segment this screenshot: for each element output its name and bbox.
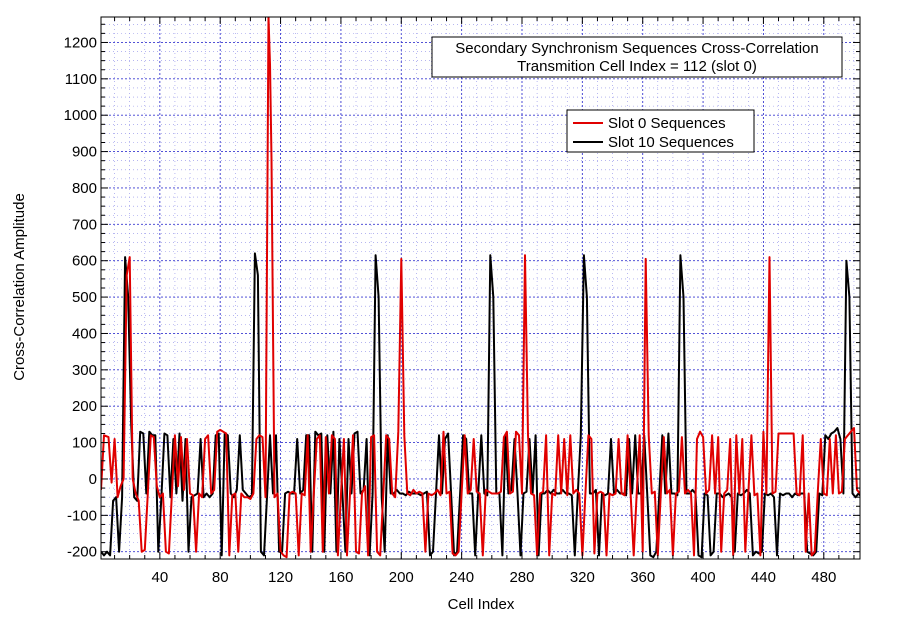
y-tick-label: 1200 (64, 34, 97, 51)
y-tick-label: 700 (72, 216, 97, 233)
x-tick-label: 200 (389, 569, 414, 586)
x-tick-label: 440 (751, 569, 776, 586)
y-tick-label: 900 (72, 144, 97, 161)
y-tick-label: 1000 (64, 107, 97, 124)
x-tick-label: 40 (152, 569, 169, 586)
y-tick-label: 100 (72, 435, 97, 452)
y-tick-label: 800 (72, 180, 97, 197)
ticks (101, 17, 860, 559)
x-tick-label: 320 (570, 569, 595, 586)
tick-labels: 40 80 120 160 200 240 280 320 360 400 440 480 -200 -1… (64, 34, 837, 586)
y-tick-label: 500 (72, 289, 97, 306)
chart-subtitle: Transmition Cell Index = 112 (slot 0) (517, 58, 757, 75)
x-tick-label: 240 (449, 569, 474, 586)
y-tick-label: 200 (72, 398, 97, 415)
x-tick-label: 80 (212, 569, 229, 586)
series-line-slot10 (101, 252, 860, 559)
y-tick-label: 600 (72, 253, 97, 270)
x-tick-label: 480 (811, 569, 836, 586)
legend-frame (566, 109, 755, 153)
y-axis-title: Cross-Correlation Amplitude (11, 193, 28, 381)
legend-label-slot10: Slot 10 Sequences (608, 134, 734, 151)
y-tick-label: 300 (72, 362, 97, 379)
x-tick-label: 280 (509, 569, 534, 586)
y-tick-label: 1100 (65, 71, 97, 88)
x-tick-label: 120 (268, 569, 293, 586)
title-box: Secondary Synchronism Sequences Cross-Co… (431, 36, 843, 78)
grid (101, 17, 860, 559)
y-tick-label: 0 (89, 471, 97, 488)
x-tick-label: 400 (691, 569, 716, 586)
y-tick-label: 400 (72, 325, 97, 342)
legend-label-slot0: Slot 0 Sequences (608, 115, 726, 132)
y-tick-label: -100 (67, 507, 97, 524)
x-axis-title: Cell Index (448, 596, 515, 613)
legend: Slot 0 Sequences Slot 10 Sequences (566, 109, 755, 153)
x-tick-label: 360 (630, 569, 655, 586)
title-box-frame (431, 36, 843, 78)
x-tick-label: 160 (328, 569, 353, 586)
y-tick-label: -200 (67, 544, 97, 561)
chart-title: Secondary Synchronism Sequences Cross-Co… (455, 40, 819, 57)
